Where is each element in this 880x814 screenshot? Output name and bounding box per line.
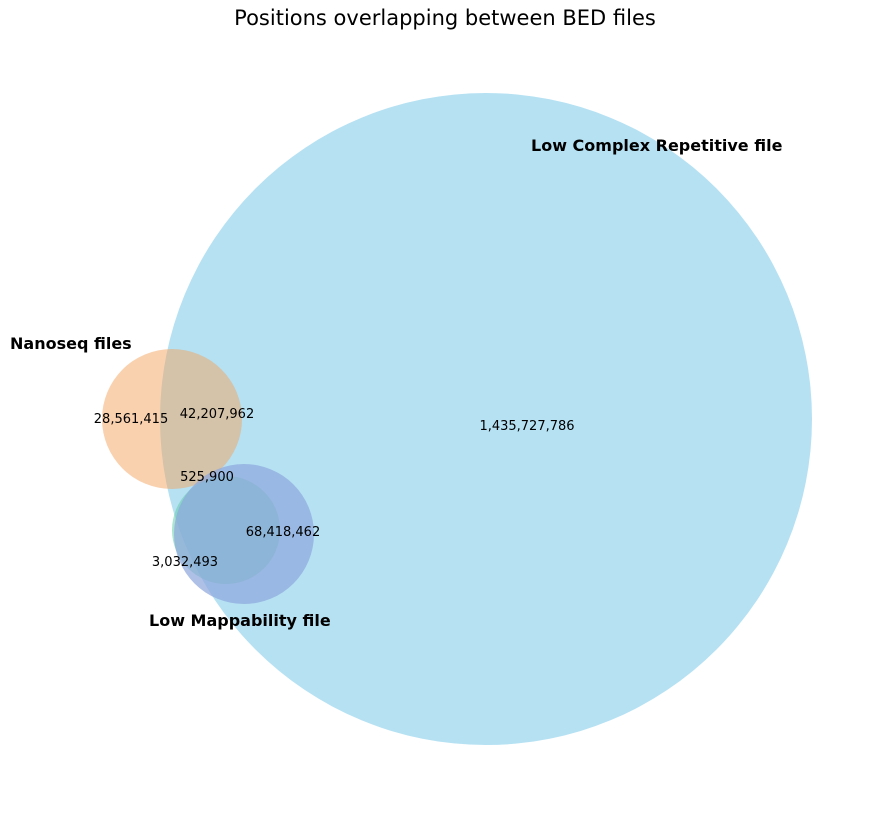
- low-complex-label: Low Complex Repetitive file: [531, 136, 783, 155]
- low-complex-only-count: 1,435,727,786: [479, 419, 574, 434]
- nanoseq-only-count: 28,561,415: [94, 412, 168, 427]
- low-complex-circle: [160, 93, 812, 745]
- low-mappability-only-count: 3,032,493: [152, 555, 218, 570]
- low-mappability-label: Low Mappability file: [149, 611, 331, 630]
- nanoseq-circle: [102, 349, 242, 489]
- low-mappability-low-complex-count: 68,418,462: [246, 525, 320, 540]
- low-mappability-overlap-circle: [174, 464, 314, 604]
- nanoseq-low-complex-count: 42,207,962: [180, 407, 254, 422]
- all-three-count: 525,900: [180, 470, 234, 485]
- nanoseq-label: Nanoseq files: [10, 334, 132, 353]
- chart-title: Positions overlapping between BED files: [234, 6, 656, 30]
